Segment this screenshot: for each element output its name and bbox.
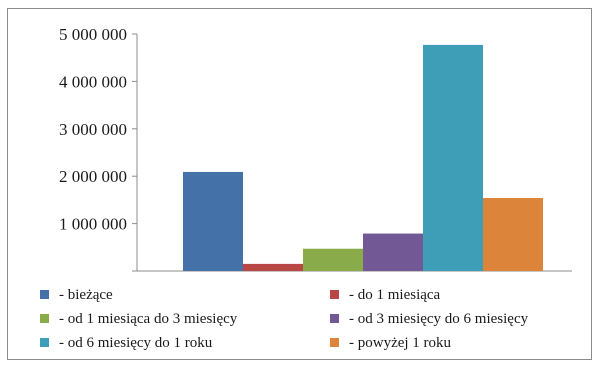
legend-item: - bieżące (40, 287, 113, 303)
legend-label: - od 3 miesięcy do 6 miesięcy (349, 311, 529, 327)
legend-swatch (40, 314, 49, 323)
legend-swatch (40, 290, 49, 299)
axis-layer: 1 000 000 2 000 000 3 000 000 4 000 000 5 00… (59, 25, 572, 272)
bar-3 (303, 248, 363, 271)
bar-4 (363, 233, 423, 271)
legend-label: - do 1 miesiąca (349, 287, 441, 303)
bars-layer (183, 44, 543, 271)
legend-item: - do 1 miesiąca (330, 287, 441, 303)
y-tick-label: 2 000 000 (59, 167, 127, 186)
legend-label: - bieżące (59, 287, 113, 303)
legend-label: - od 6 miesięcy do 1 roku (59, 335, 213, 351)
bar-5 (423, 44, 483, 271)
legend-label: - powyżej 1 roku (349, 335, 452, 351)
legend-swatch (330, 314, 339, 323)
y-tick-label: 3 000 000 (59, 120, 127, 139)
bar-6 (483, 198, 543, 271)
legend-item: - powyżej 1 roku (330, 335, 452, 351)
legend-item: - od 3 miesięcy do 6 miesięcy (330, 311, 529, 327)
legend-label: - od 1 miesiąca do 3 miesięcy (59, 311, 238, 327)
y-tick-label: 5 000 000 (59, 25, 127, 44)
legend-item: - od 6 miesięcy do 1 roku (40, 335, 213, 351)
legend-swatch (40, 338, 49, 347)
legend-item: - od 1 miesiąca do 3 miesięcy (40, 311, 238, 327)
bar-1 (183, 171, 243, 271)
legend: - bieżące - do 1 miesiąca - od 1 miesiąca … (40, 287, 529, 351)
bar-2 (243, 263, 303, 271)
y-tick-label: 1 000 000 (59, 215, 127, 234)
chart-frame: 1 000 000 2 000 000 3 000 000 4 000 000 5 00… (7, 8, 592, 360)
legend-swatch (330, 290, 339, 299)
y-tick-label: 4 000 000 (59, 72, 127, 91)
bar-chart: 1 000 000 2 000 000 3 000 000 4 000 000 5 00… (40, 25, 572, 351)
legend-swatch (330, 338, 339, 347)
